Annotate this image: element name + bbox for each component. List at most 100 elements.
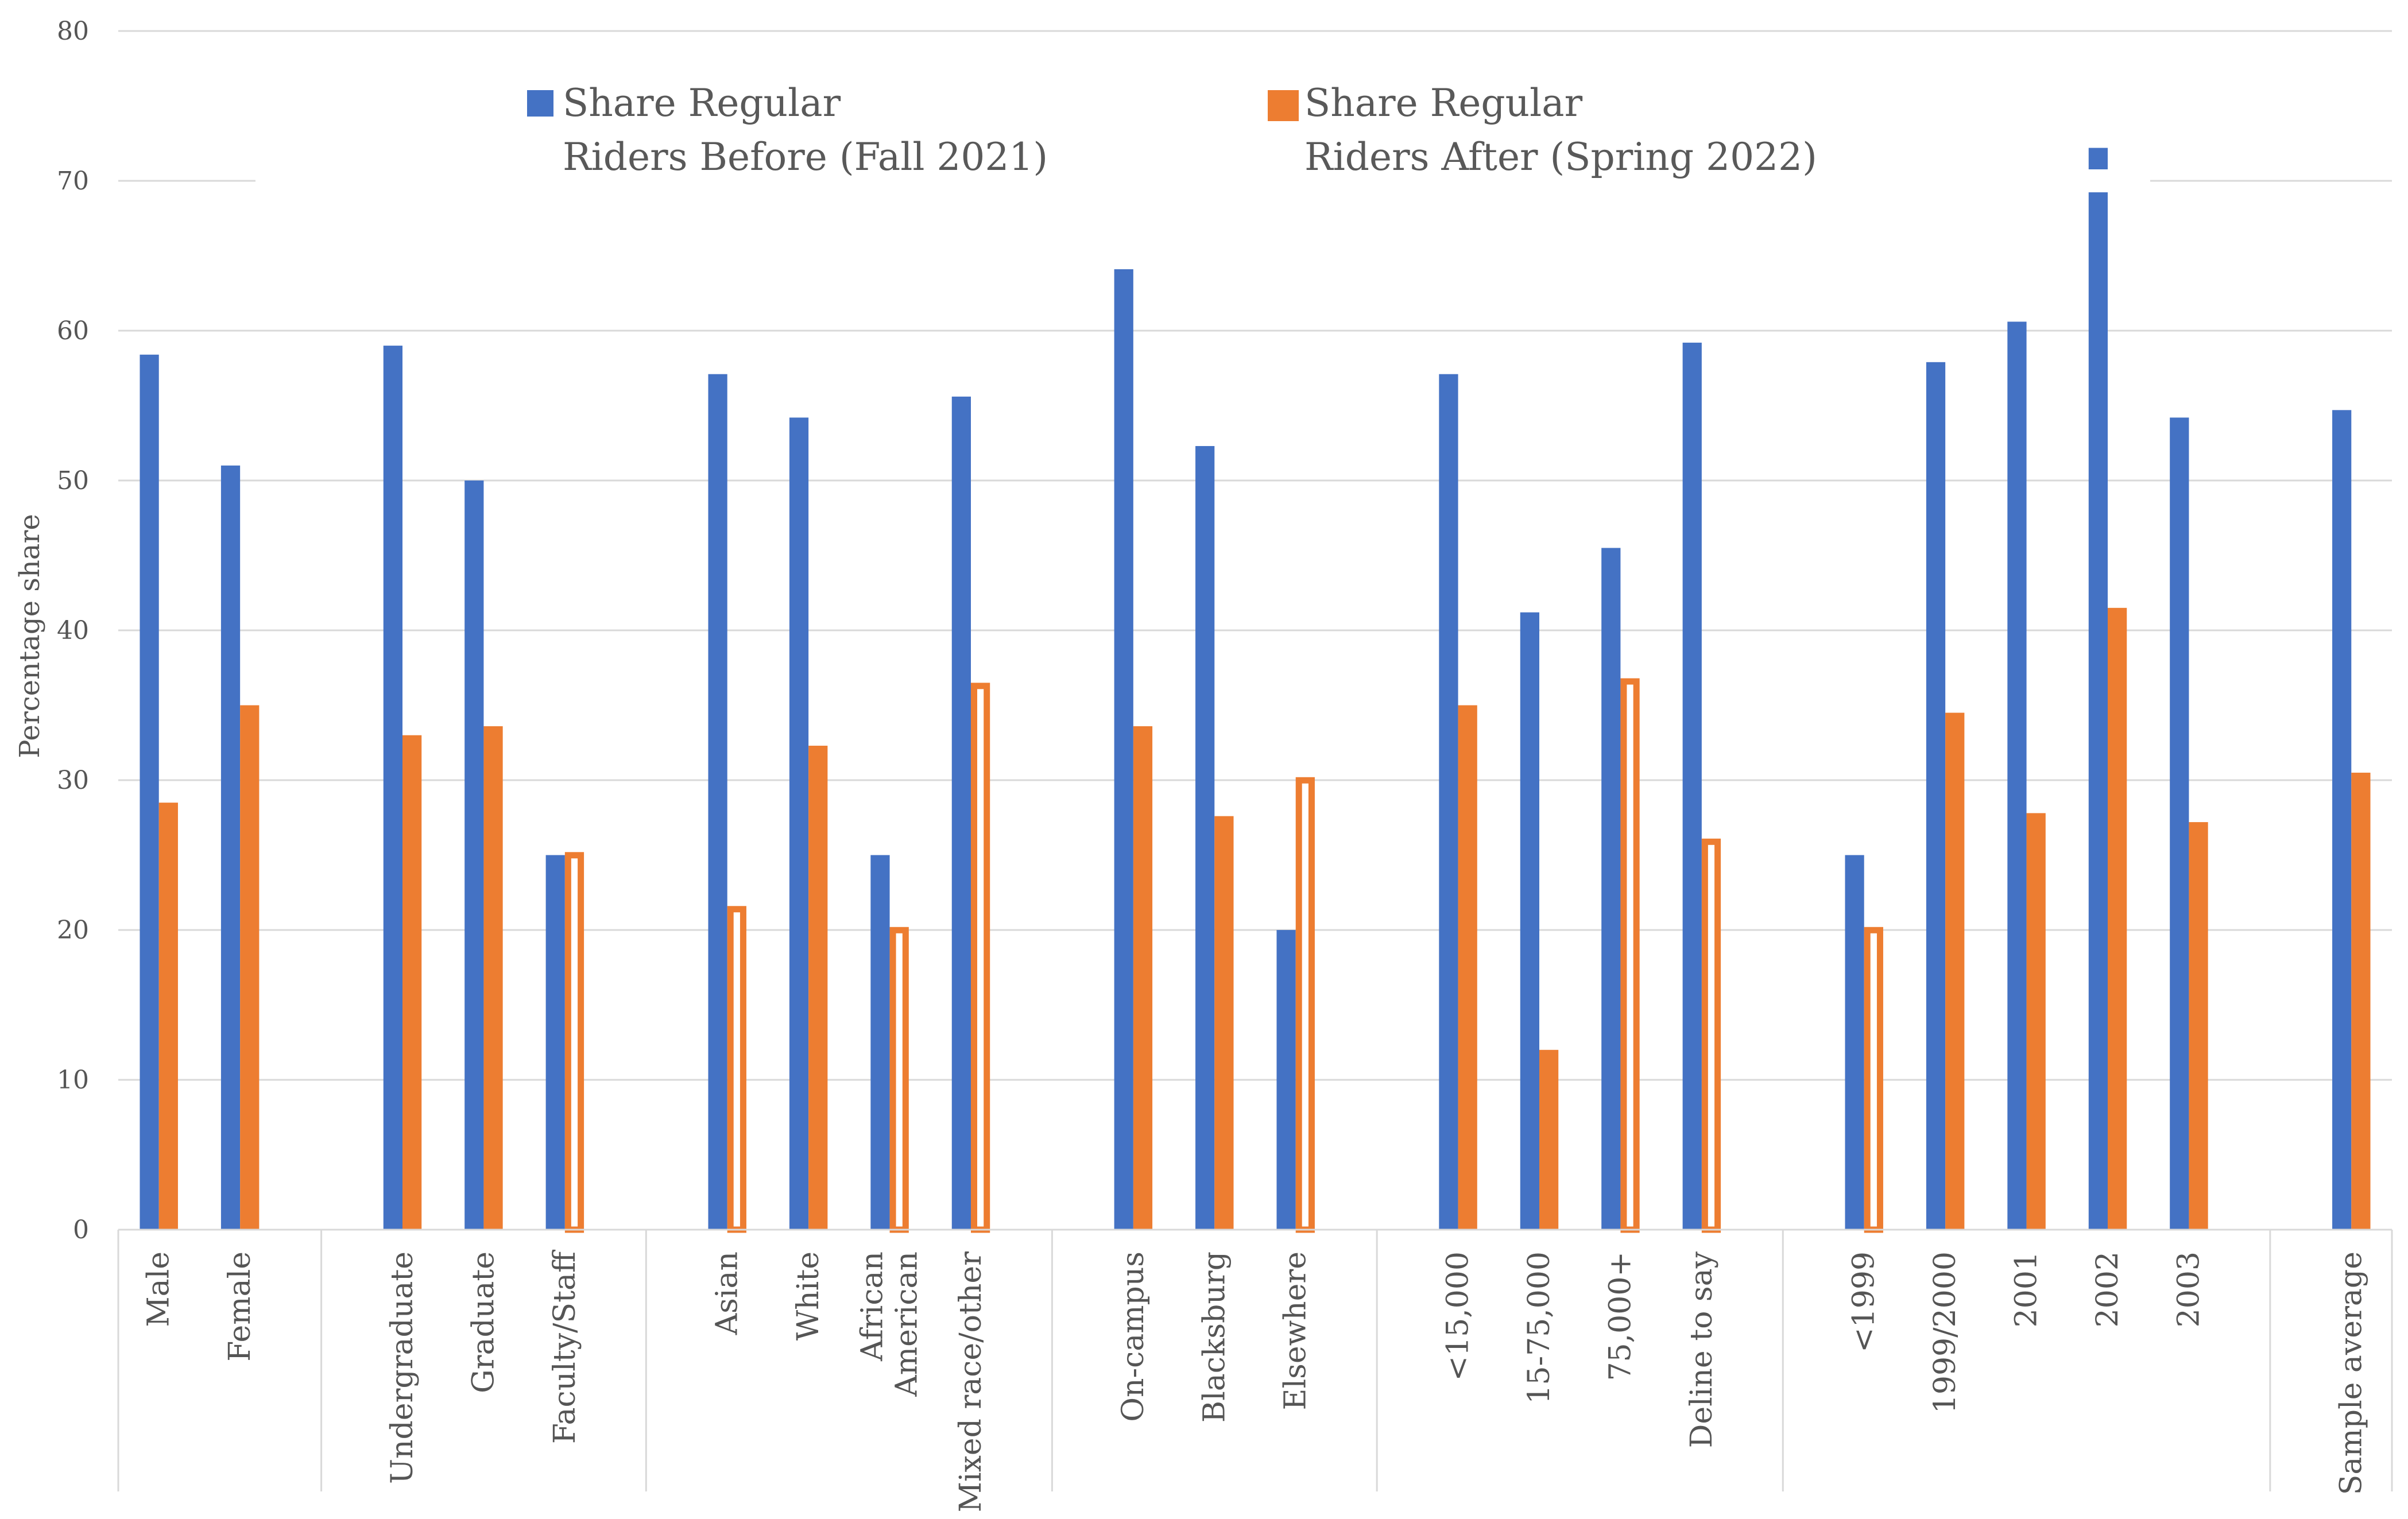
bar-before	[1114, 269, 1133, 1230]
category-label: Deline to say	[1685, 1251, 1719, 1448]
bar-before	[1276, 930, 1296, 1230]
bar-after	[2189, 822, 2208, 1230]
bar-before	[1682, 342, 1702, 1230]
bar-after	[402, 735, 422, 1230]
category-label-line: <1999	[1847, 1251, 1882, 1353]
y-tick-label: 60	[57, 316, 89, 346]
category-label: Elsewhere	[1279, 1251, 1313, 1410]
category-label: On-campus	[1116, 1251, 1151, 1422]
category-label: 2001	[2010, 1251, 2044, 1327]
category-label-line: 2001	[2010, 1251, 2044, 1327]
category-label-line: Sample average	[2334, 1251, 2368, 1495]
category-label: Female	[223, 1251, 257, 1362]
category-label-line: Female	[223, 1251, 257, 1362]
bar-before	[2088, 148, 2108, 1230]
legend-label-before-line1: Share Regular	[563, 81, 841, 125]
category-label-line: Faculty/Staff	[548, 1249, 582, 1444]
legend-label-after-line1: Share Regular	[1304, 81, 1583, 125]
category-label: Faculty/Staff	[548, 1249, 582, 1444]
bar-before	[1195, 445, 1215, 1230]
category-label-line: Elsewhere	[1279, 1251, 1313, 1410]
bar-after-hollow	[889, 927, 909, 1233]
category-label-line: Undergraduate	[385, 1251, 420, 1484]
y-tick-label: 50	[57, 466, 89, 495]
category-label-line: Blacksburg	[1197, 1251, 1232, 1423]
bar-after	[2351, 772, 2371, 1230]
category-label: 1999/2000	[1928, 1251, 1962, 1413]
bar-before	[789, 417, 809, 1230]
bar-after	[2026, 813, 2046, 1230]
category-label: White	[791, 1251, 826, 1340]
category-label-line: <15,000	[1441, 1251, 1476, 1381]
legend-label-before-line2: Riders Before (Fall 2021)	[563, 135, 1048, 179]
category-label: 75,000+	[1603, 1251, 1637, 1381]
bar-before	[870, 855, 890, 1230]
bar-after	[1214, 816, 1234, 1230]
bar-after-hollow	[564, 852, 584, 1233]
category-label-line: On-campus	[1116, 1251, 1151, 1422]
category-label: Blacksburg	[1197, 1251, 1232, 1423]
bar-before	[2170, 417, 2189, 1230]
gridlines	[118, 30, 2392, 1231]
y-tick-label: 10	[57, 1065, 89, 1095]
legend: Share Regular Riders Before (Fall 2021) …	[255, 81, 2150, 192]
bar-after-hollow	[727, 906, 746, 1233]
category-label: AfricanAmerican	[855, 1251, 924, 1397]
bar-before	[383, 346, 402, 1230]
category-label-line: Graduate	[466, 1251, 501, 1393]
category-label-line: Asian	[710, 1251, 745, 1335]
bar-after	[483, 726, 503, 1230]
bar-before	[708, 374, 727, 1230]
legend-background	[255, 169, 2150, 192]
y-tick-label: 40	[57, 616, 89, 645]
bar-before	[951, 396, 971, 1230]
bar-before	[1520, 612, 1539, 1230]
category-label-line: 2003	[2171, 1251, 2206, 1327]
category-label: Undergraduate	[385, 1251, 420, 1484]
bar-before	[1845, 855, 1864, 1230]
category-label-line: Male	[142, 1251, 176, 1327]
bar-after	[1133, 726, 1153, 1230]
bar-after-hollow	[1864, 927, 1883, 1233]
bar-after	[1458, 705, 1477, 1230]
bar-before	[2332, 410, 2352, 1230]
category-label-line: Mixed race/other	[954, 1251, 988, 1513]
bar-after	[808, 745, 828, 1230]
y-axis-ticks: 0 10 20 30 40 50 60 70 80	[57, 17, 89, 1245]
bar-before	[1439, 374, 1458, 1230]
category-label-line: Deline to say	[1685, 1251, 1719, 1448]
y-axis-title: Percentage share	[14, 514, 46, 758]
bar-before	[545, 855, 565, 1230]
y-tick-label: 70	[57, 166, 89, 196]
bar-after-hollow	[1295, 777, 1315, 1233]
bar-after	[1945, 712, 1965, 1230]
bar-after-hollow	[1701, 838, 1721, 1233]
category-label-line: 2002	[2090, 1251, 2125, 1327]
category-label: 2003	[2171, 1251, 2206, 1327]
category-label: Male	[142, 1251, 176, 1327]
bar-after	[2108, 607, 2127, 1230]
category-label-line: White	[791, 1251, 826, 1340]
category-label: Asian	[710, 1251, 745, 1335]
y-tick-label: 0	[73, 1215, 89, 1245]
bar-before	[220, 465, 241, 1230]
bar-before	[1926, 362, 1946, 1230]
legend-swatch-before	[527, 90, 553, 117]
category-label: Sample average	[2334, 1251, 2368, 1495]
category-label-line: 15-75,000	[1522, 1251, 1557, 1404]
y-tick-label: 80	[57, 17, 89, 46]
bar-after	[240, 705, 260, 1230]
bar-before	[464, 480, 484, 1230]
category-label: Mixed race/other	[954, 1251, 988, 1513]
bar-before	[2007, 321, 2027, 1230]
category-label-line: African	[855, 1251, 890, 1362]
bar-after-hollow	[971, 683, 990, 1233]
category-label-line: American	[890, 1251, 924, 1397]
legend-label-after-line2: Riders After (Spring 2022)	[1304, 135, 1817, 179]
category-label: <15,000	[1441, 1251, 1476, 1381]
category-label: Graduate	[466, 1251, 501, 1393]
bar-after-hollow	[1620, 678, 1640, 1233]
x-axis	[117, 1229, 2393, 1491]
